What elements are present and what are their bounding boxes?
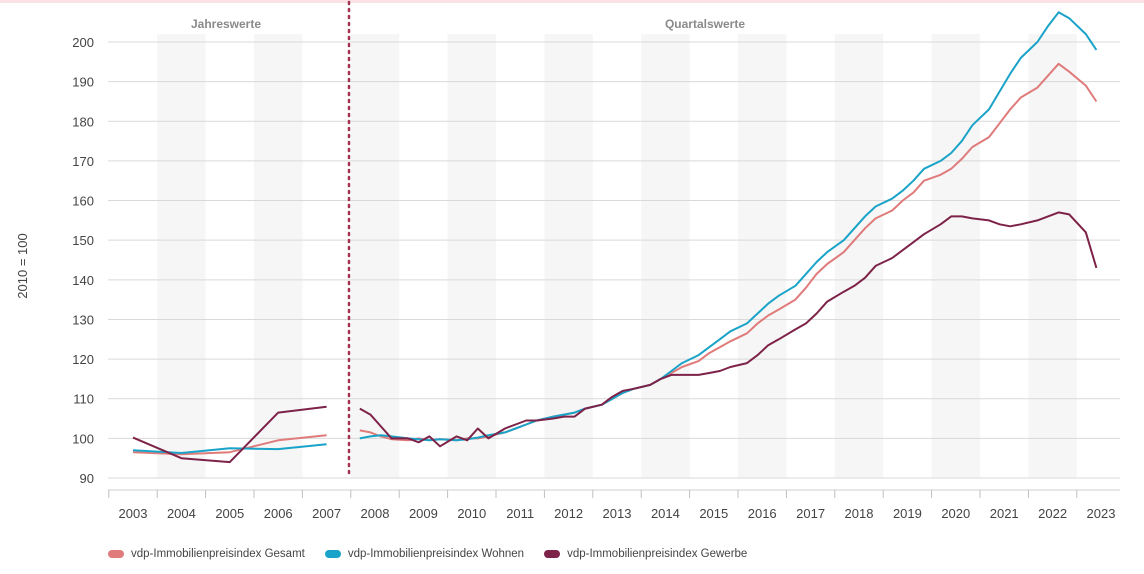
x-tick-label: 2022 [1038,506,1067,521]
x-tick-label: 2020 [941,506,970,521]
x-tick-label: 2017 [796,506,825,521]
y-tick-label: 200 [72,35,94,50]
x-tick-label: 2013 [603,506,632,521]
y-tick-label: 150 [72,233,94,248]
x-tick-label: 2011 [506,506,534,521]
y-tick-label: 180 [72,114,94,129]
year-band [254,34,303,478]
legend-label-gewerbe: vdp-Immobilienpreisindex Gewerbe [567,548,748,560]
x-tick-label: 2009 [409,506,438,521]
series-line-annual [132,405,327,464]
series-line-quarterly [359,211,1098,448]
legend-item-wohnen: vdp-Immobilienpreisindex Wohnen [324,548,525,560]
y-tick-label: 100 [72,431,94,446]
x-tick-label: 2007 [312,506,341,521]
legend: vdp-Immobilienpreisindex Gesamt vdp-Immo… [108,544,747,564]
x-tick-label: 2010 [457,506,486,521]
x-tick-label: 2008 [361,506,390,521]
year-band [447,34,496,478]
x-tick-label: 2003 [119,506,148,521]
x-tick-label: 2016 [748,506,777,521]
x-tick-label: 2015 [699,506,728,521]
series-line-annual [132,434,327,456]
y-tick-label: 170 [72,154,94,169]
year-bands [157,34,1077,478]
x-tick-label: 2014 [651,506,680,521]
x-tick-label: 2006 [264,506,293,521]
y-axis-ticks: 90 100 110 120 130 140 150 160 170 180 190 200 [72,35,94,486]
year-band [350,34,400,478]
y-tick-label: 90 [80,471,94,486]
year-band [641,34,690,478]
x-tick-label: 2019 [893,506,922,521]
year-band [157,34,206,478]
year-band [931,34,980,478]
y-tick-label: 140 [72,273,94,288]
x-axis-year-labels: 2003 2004 2005 2006 2007 2008 2009 2010 2011 2012… [108,490,1116,521]
x-tick-label: 2018 [845,506,874,521]
y-axis-label: 2010 = 100 [15,233,30,298]
y-tick-label: 160 [72,194,94,209]
legend-label-gesamt: vdp-Immobilienpreisindex Gesamt [131,548,305,560]
legend-swatch-gewerbe [544,550,561,558]
legend-item-gesamt: vdp-Immobilienpreisindex Gesamt [108,548,305,560]
line-chart: 90 100 110 120 130 140 150 160 170 180 190 200 2003… [15,0,1120,521]
year-band [544,34,593,478]
section-label-annual: Jahreswerte [191,17,261,31]
series-line-quarterly [359,11,1098,442]
y-tick-label: 130 [72,312,94,327]
legend-swatch-wohnen [324,550,341,558]
legend-swatch-gesamt [108,550,124,558]
section-label-quarterly: Quartalswerte [665,17,745,31]
x-tick-label: 2004 [167,506,196,521]
top-accent-strip [0,0,1144,3]
year-band [1028,34,1077,478]
y-tick-label: 190 [72,75,94,90]
year-band [834,34,884,478]
legend-item-gewerbe: vdp-Immobilienpreisindex Gewerbe [544,548,747,560]
x-tick-label: 2012 [554,506,583,521]
y-tick-label: 110 [73,392,94,407]
x-tick-label: 2023 [1087,506,1116,521]
series-lines [132,11,1098,464]
gridlines [108,41,1120,491]
y-tick-label: 120 [72,352,94,367]
year-band [738,34,787,478]
legend-label-wohnen: vdp-Immobilienpreisindex Wohnen [347,548,525,560]
x-tick-label: 2005 [215,506,244,521]
x-tick-label: 2021 [990,506,1019,521]
